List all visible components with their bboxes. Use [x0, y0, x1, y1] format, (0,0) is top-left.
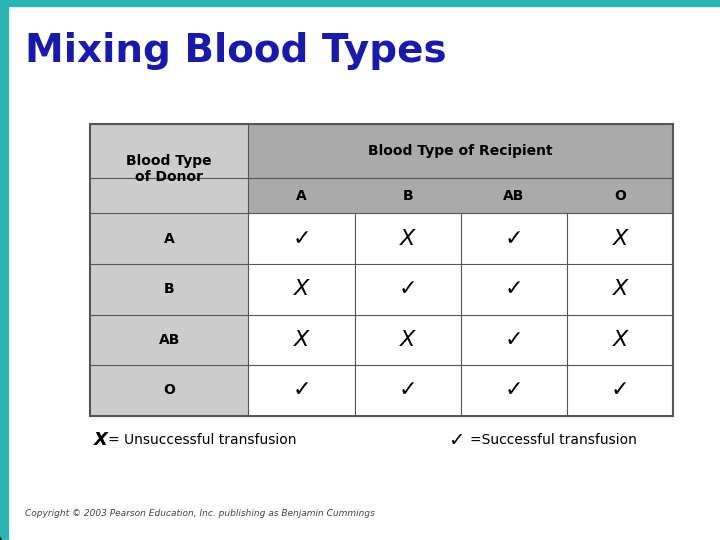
Text: Blood Type
of Donor: Blood Type of Donor: [127, 154, 212, 184]
Text: X: X: [400, 228, 415, 248]
Text: X: X: [613, 330, 628, 350]
Text: AB: AB: [503, 189, 525, 202]
Bar: [90, 124, 248, 416]
Text: X: X: [94, 431, 107, 449]
Bar: [90, 124, 673, 416]
Text: Copyright © 2003 Pearson Education, Inc. publishing as Benjamin Cummings: Copyright © 2003 Pearson Education, Inc.…: [25, 509, 375, 518]
Text: X: X: [294, 330, 309, 350]
Text: ✓: ✓: [398, 279, 417, 299]
Text: ✓: ✓: [505, 228, 523, 248]
Text: ✓: ✓: [398, 381, 417, 401]
Text: ✓: ✓: [505, 330, 523, 350]
Text: B: B: [164, 282, 174, 296]
Text: ✓: ✓: [611, 381, 629, 401]
Text: ✓: ✓: [292, 228, 311, 248]
Text: O: O: [614, 189, 626, 202]
Text: =Successful transfusion: =Successful transfusion: [469, 433, 636, 447]
Text: X: X: [613, 279, 628, 299]
Text: A: A: [296, 189, 307, 202]
Text: Blood Type of Recipient: Blood Type of Recipient: [369, 144, 553, 158]
Text: X: X: [400, 330, 415, 350]
Bar: [90, 124, 673, 416]
Text: AB: AB: [158, 333, 180, 347]
Text: ✓: ✓: [505, 279, 523, 299]
Bar: [90, 124, 673, 178]
Text: X: X: [294, 279, 309, 299]
Text: X: X: [613, 228, 628, 248]
Bar: [248, 178, 673, 213]
Text: = Unsuccessful transfusion: = Unsuccessful transfusion: [108, 433, 297, 447]
Bar: [0, 0, 720, 6]
Text: ✓: ✓: [448, 430, 464, 450]
Text: ✓: ✓: [505, 381, 523, 401]
Text: ✓: ✓: [292, 381, 311, 401]
Text: O: O: [163, 383, 175, 397]
Bar: [0, 0, 8, 540]
Text: Mixing Blood Types: Mixing Blood Types: [25, 32, 447, 70]
Text: B: B: [402, 189, 413, 202]
Text: A: A: [164, 232, 174, 246]
